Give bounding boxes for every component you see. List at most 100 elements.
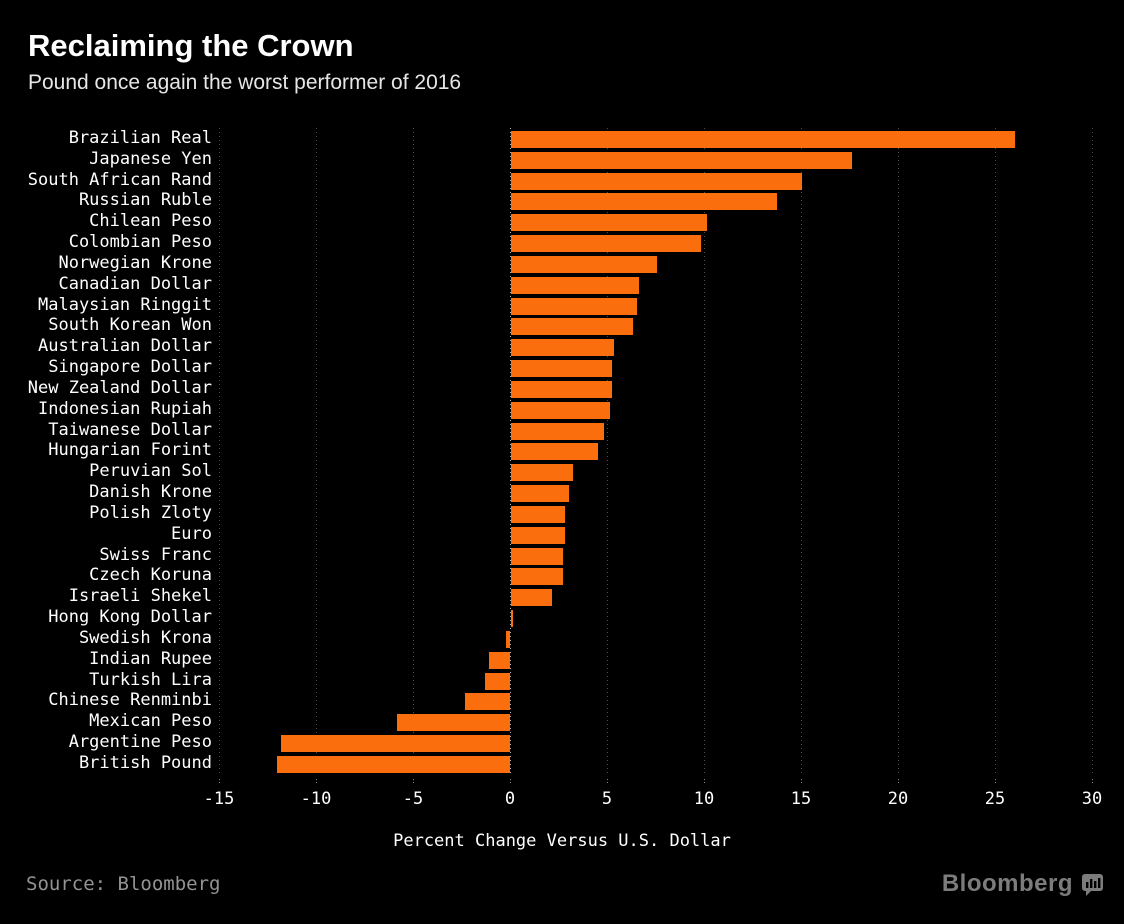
category-label: New Zealand Dollar: [27, 377, 212, 398]
bar: [397, 714, 510, 732]
page-title: Reclaiming the Crown: [28, 28, 354, 63]
gridline: [316, 128, 317, 776]
category-label: Chilean Peso: [89, 211, 212, 232]
x-axis-tick: [510, 779, 511, 785]
bar: [484, 672, 510, 690]
gridline: [607, 128, 608, 776]
category-label: South African Rand: [27, 169, 212, 190]
x-axis-tick-label: 25: [984, 789, 1006, 809]
bar: [511, 339, 614, 357]
bar: [511, 422, 605, 440]
category-label: Swedish Krona: [78, 627, 212, 648]
x-axis-tick: [704, 779, 705, 785]
bar: [511, 318, 634, 336]
x-axis-tick-label: 30: [1081, 789, 1103, 809]
category-label: Norwegian Krone: [58, 252, 212, 273]
category-label: Turkish Lira: [89, 669, 212, 690]
bar: [511, 401, 610, 419]
bar: [511, 380, 612, 398]
bar: [511, 131, 1016, 148]
bar: [511, 276, 640, 294]
category-label: Hong Kong Dollar: [48, 607, 212, 628]
category-label: Peruvian Sol: [89, 461, 212, 482]
bar-chart-speech-bubble-icon: [1081, 873, 1104, 896]
x-axis-tick: [1092, 779, 1093, 785]
bar: [465, 693, 510, 711]
x-axis-tick: [995, 779, 996, 785]
category-label: Polish Zloty: [89, 502, 212, 523]
bar: [511, 505, 566, 523]
category-label: Canadian Dollar: [58, 273, 212, 294]
x-axis-tick-label: 10: [693, 789, 715, 809]
x-axis-tick-label: -5: [402, 789, 424, 809]
x-axis-tick-label: 15: [790, 789, 812, 809]
x-axis-title: Percent Change Versus U.S. Dollar: [393, 831, 731, 851]
source-label: Source: Bloomberg: [26, 873, 221, 895]
gridline: [1092, 128, 1093, 776]
bar: [511, 526, 566, 544]
category-label: Colombian Peso: [68, 232, 212, 253]
category-label: Danish Krone: [89, 482, 212, 503]
category-label: Malaysian Ringgit: [38, 294, 212, 315]
x-axis-tick: [219, 779, 220, 785]
bar: [511, 235, 702, 253]
category-label: Taiwanese Dollar: [48, 419, 212, 440]
bar: [511, 610, 513, 628]
category-label: Euro: [171, 523, 212, 544]
gridline: [801, 128, 802, 776]
bar: [506, 630, 510, 648]
category-label: British Pound: [78, 752, 212, 773]
bar: [511, 172, 802, 190]
bar: [511, 568, 564, 586]
bar: [511, 464, 574, 482]
bar: [277, 755, 510, 773]
category-label: Japanese Yen: [89, 148, 212, 169]
bloomberg-wordmark: Bloomberg: [941, 870, 1073, 897]
gridline: [995, 128, 996, 776]
category-label: Indian Rupee: [89, 648, 212, 669]
bar: [511, 214, 707, 232]
x-axis-tick: [413, 779, 414, 785]
category-label: Argentine Peso: [68, 732, 212, 753]
category-label: Australian Dollar: [38, 336, 212, 357]
bar: [511, 547, 564, 565]
gridline: [413, 128, 414, 776]
x-axis-tick-label: 0: [504, 789, 516, 809]
bar: [511, 193, 777, 211]
category-label: Singapore Dollar: [48, 357, 212, 378]
category-label: Czech Koruna: [89, 565, 212, 586]
x-axis-tick-label: -15: [203, 789, 235, 809]
category-label: Indonesian Rupiah: [38, 398, 212, 419]
page-subtitle: Pound once again the worst performer of …: [28, 71, 462, 94]
x-axis-tick: [316, 779, 317, 785]
category-label: Swiss Franc: [99, 544, 212, 565]
bar: [511, 255, 657, 273]
bar: [511, 151, 853, 169]
bloomberg-logo: Bloomberg: [942, 870, 1104, 898]
category-label: Brazilian Real: [68, 128, 212, 148]
x-axis-tick: [801, 779, 802, 785]
x-axis-tick-label: -10: [300, 789, 332, 809]
bar: [281, 735, 510, 753]
bar: [511, 485, 570, 503]
category-label: Hungarian Forint: [48, 440, 212, 461]
category-label: Israeli Shekel: [68, 586, 212, 607]
bar: [511, 297, 638, 315]
x-axis-tick: [607, 779, 608, 785]
bar: [511, 443, 599, 461]
bar: [511, 360, 612, 378]
x-axis-tick: [898, 779, 899, 785]
category-label: Russian Ruble: [78, 190, 212, 211]
category-label: South Korean Won: [48, 315, 212, 336]
bar: [488, 651, 510, 669]
gridline: [898, 128, 899, 776]
bar: [511, 589, 552, 607]
x-axis-tick-label: 20: [887, 789, 909, 809]
gridline: [704, 128, 705, 776]
gridline: [219, 128, 220, 776]
x-axis-tick-label: 5: [601, 789, 613, 809]
category-label: Mexican Peso: [89, 711, 212, 732]
zero-gridline: [510, 128, 511, 776]
category-label: Chinese Renminbi: [48, 690, 212, 711]
